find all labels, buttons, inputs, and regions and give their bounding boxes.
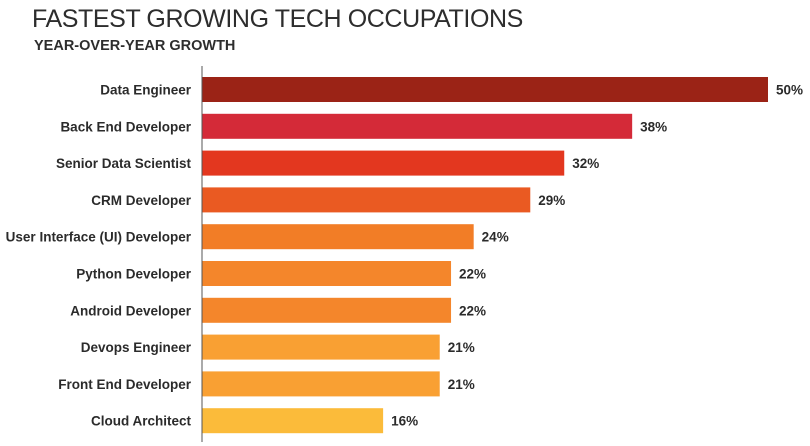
- bar-back-end-developer: [202, 113, 633, 139]
- value-label: 22%: [459, 303, 486, 318]
- category-label: Python Developer: [76, 267, 192, 282]
- value-label: 21%: [448, 340, 475, 355]
- category-labels-group: Data Engineer Back End Developer Senior Da…: [6, 83, 192, 429]
- value-label: 32%: [572, 156, 599, 171]
- category-label: Back End Developer: [60, 119, 191, 134]
- chart-subtitle: YEAR-OVER-YEAR GROWTH: [34, 38, 236, 54]
- value-label: 38%: [640, 119, 667, 134]
- bar-cloud-architect: [202, 408, 384, 434]
- category-label: Senior Data Scientist: [56, 156, 192, 171]
- bar-crm-developer: [202, 187, 531, 213]
- category-label: Android Developer: [70, 303, 192, 318]
- bar-python-developer: [202, 261, 452, 286]
- category-label: Front End Developer: [58, 377, 192, 392]
- bar-android-developer: [202, 297, 452, 323]
- value-label: 16%: [391, 414, 418, 429]
- category-label: CRM Developer: [91, 193, 192, 208]
- category-label: Devops Engineer: [81, 340, 192, 355]
- value-label: 24%: [482, 230, 509, 245]
- bar-front-end-developer: [202, 371, 440, 397]
- value-label: 21%: [448, 377, 475, 392]
- category-label: Data Engineer: [100, 83, 192, 98]
- bar-data-engineer: [202, 77, 768, 102]
- category-label: Cloud Architect: [91, 414, 192, 429]
- value-label: 50%: [776, 83, 803, 98]
- bar-user-interface-ui-developer: [202, 224, 474, 250]
- bar-devops-engineer: [202, 334, 440, 360]
- bars-group: [202, 77, 768, 434]
- value-labels-group: 50% 38% 32% 29% 24% 22% 22% 21% 21% 16%: [391, 83, 803, 429]
- bar-senior-data-scientist: [202, 150, 565, 176]
- category-label: User Interface (UI) Developer: [6, 230, 192, 245]
- value-label: 22%: [459, 267, 486, 282]
- value-label: 29%: [538, 193, 565, 208]
- chart-title: FASTEST GROWING TECH OCCUPATIONS: [32, 5, 523, 33]
